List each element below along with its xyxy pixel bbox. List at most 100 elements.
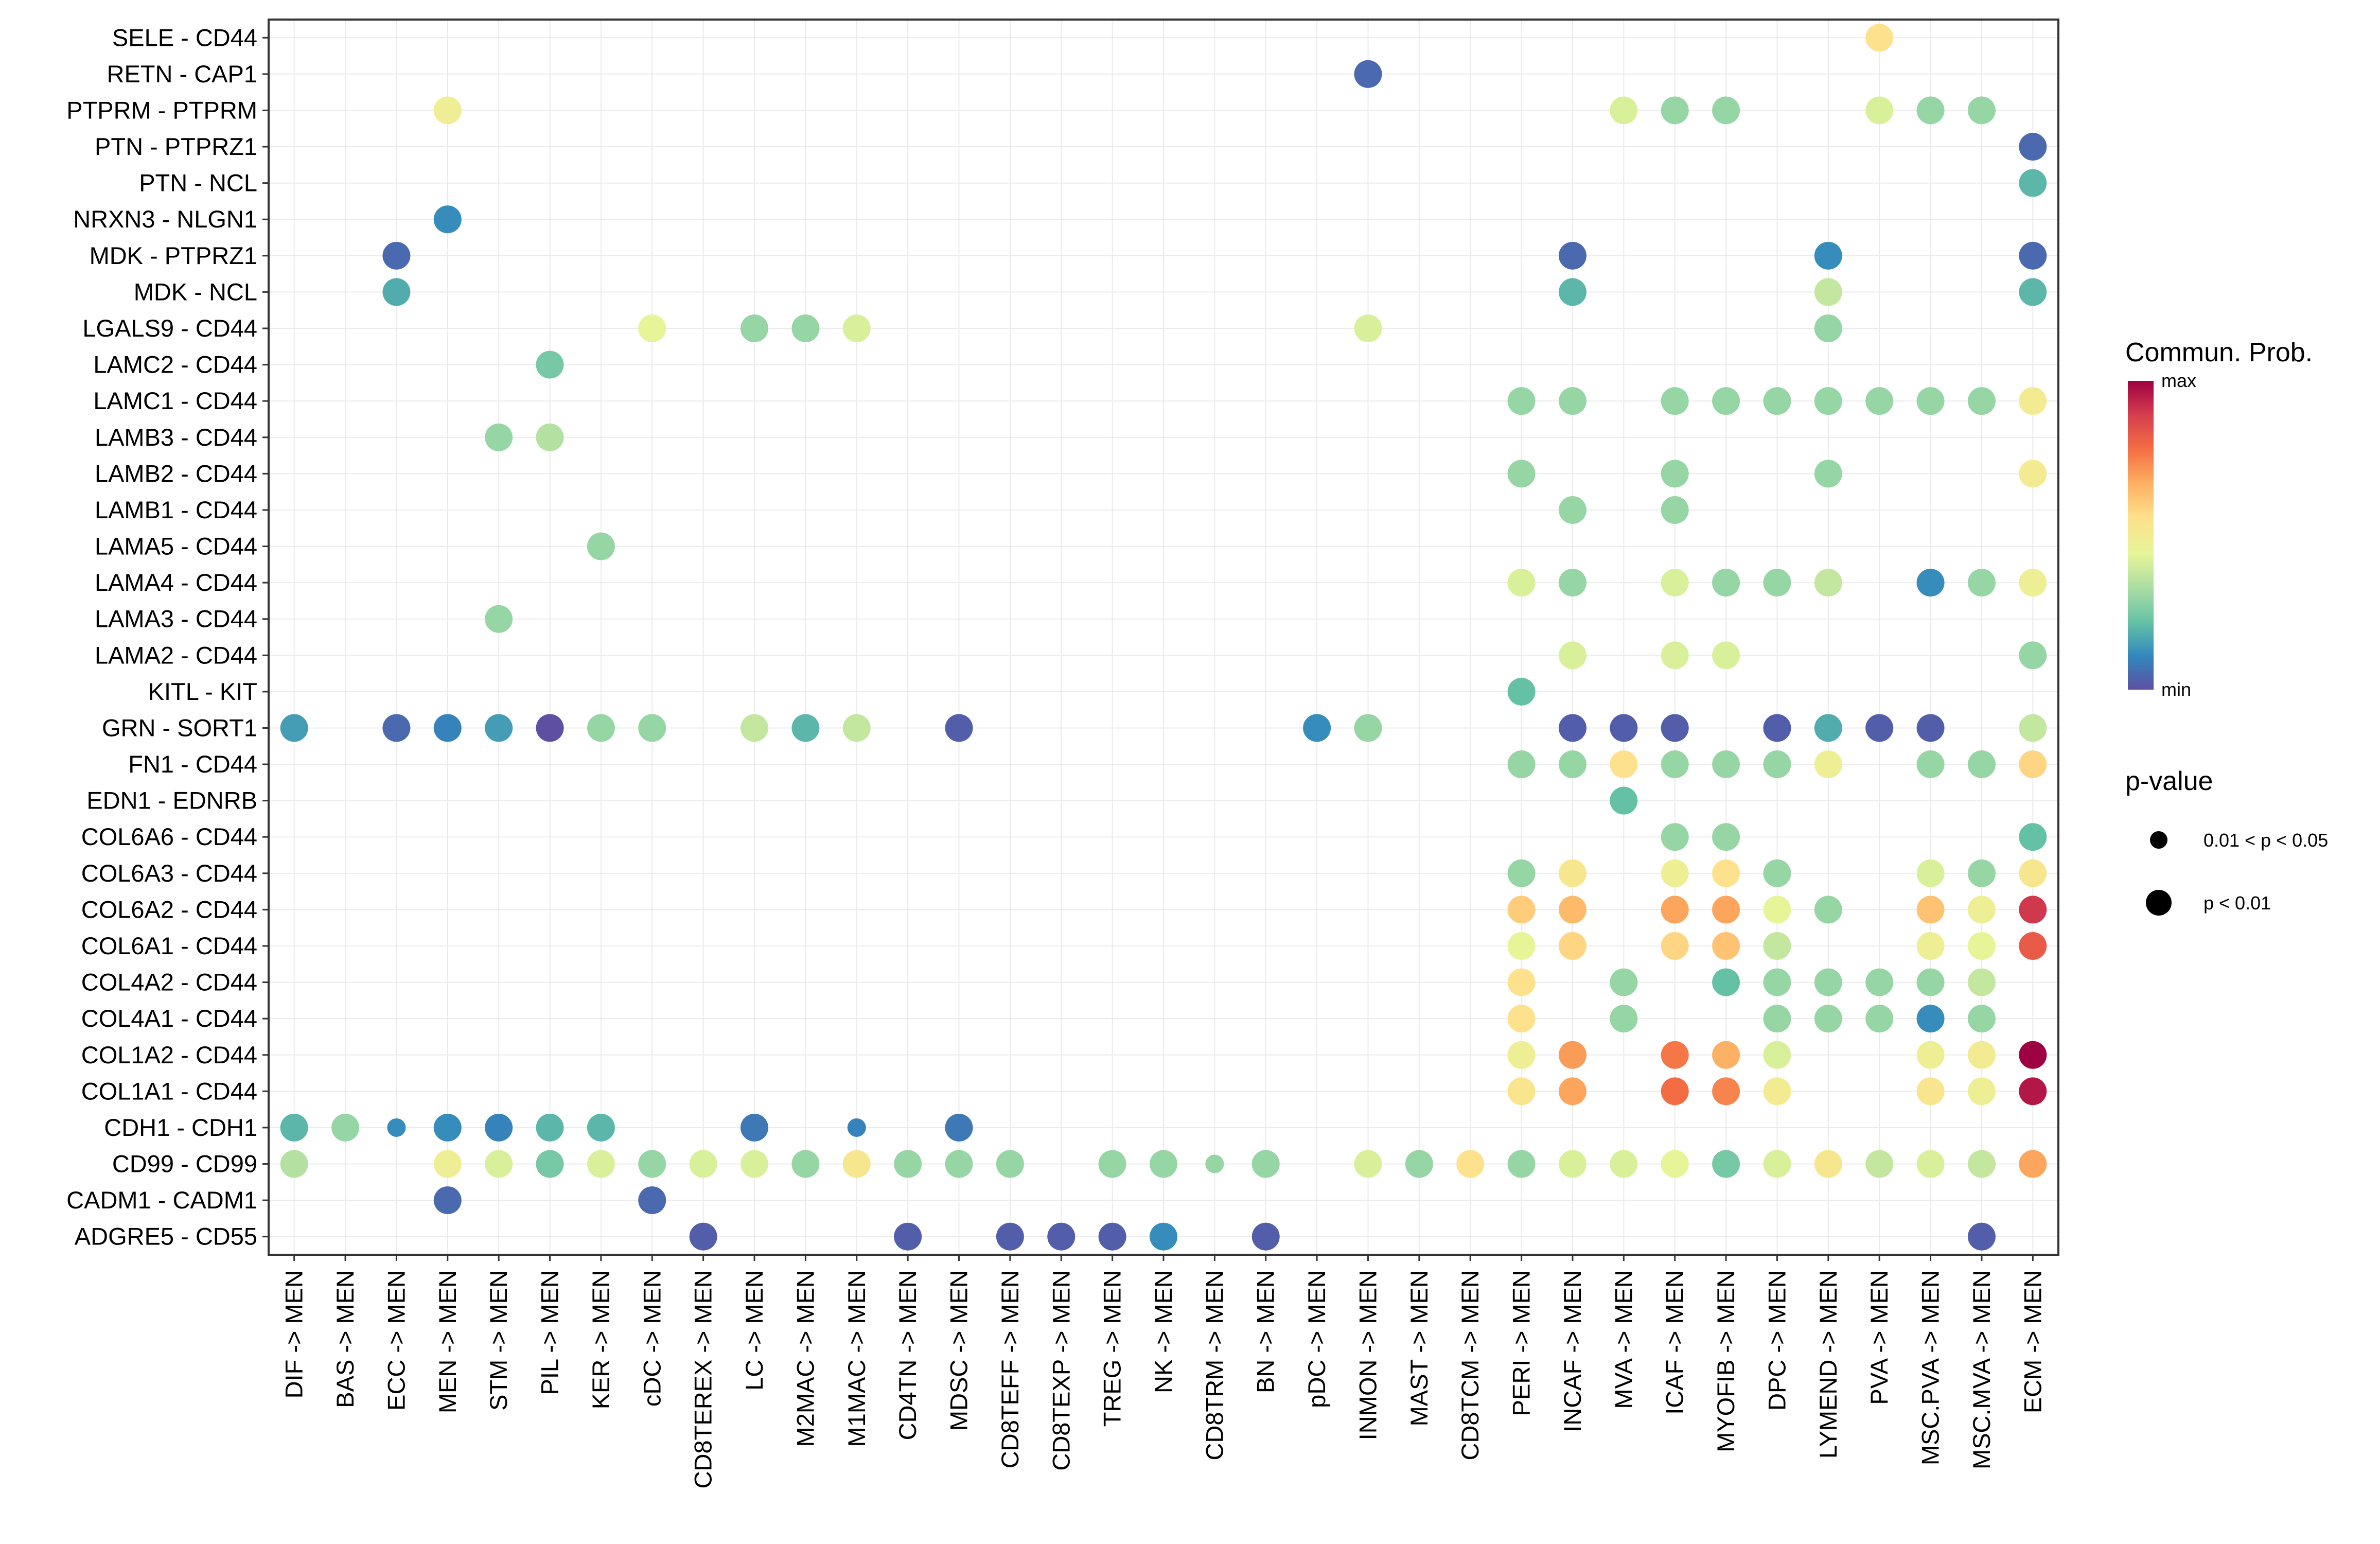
y-tick-label-col1a2-cd44: COL1A2 - CD44 [81, 1041, 257, 1068]
y-tick-label-kitl-kit: KITL - KIT [148, 678, 257, 705]
dot-lamc1-cd44-msc-pva-men [1916, 387, 1945, 415]
dot-fn1-cd44-mva-men [1610, 750, 1638, 779]
dot-col6a2-cd44-msc-mva-men [1967, 896, 1996, 924]
y-tick-label-col4a1-cd44: COL4A1 - CD44 [81, 1005, 257, 1032]
dot-lamc1-cd44-incaf-men [1558, 387, 1586, 415]
dot-cd99-cd99-treg-men [1098, 1150, 1126, 1178]
dot-cdh1-cdh1-ecc-men [387, 1118, 406, 1137]
dot-fn1-cd44-ecm-men [2019, 750, 2047, 779]
x-tick-label-cd8terex-men: CD8TEREX -> MEN [690, 1270, 717, 1488]
dot-lgals9-cd44-m2mac-men [791, 314, 820, 342]
dot-grn-sort1-pva-men [1865, 714, 1894, 742]
data-points [280, 24, 2047, 1251]
dot-ptprm-ptprm-pva-men [1865, 96, 1894, 125]
dot-cd99-cd99-myofib-men [1712, 1150, 1740, 1178]
y-axis: SELE - CD44 RETN - CAP1 PTPRM - PTPRM PTN -… [66, 24, 269, 1250]
y-tick-label-lama5-cd44: LAMA5 - CD44 [95, 533, 257, 560]
y-tick-label-sele-cd44: SELE - CD44 [112, 24, 257, 51]
dot-col4a1-cd44-mva-men [1610, 1005, 1638, 1033]
dot-cd99-cd99-msc-pva-men [1916, 1150, 1945, 1178]
dot-grn-sort1-mva-men [1610, 714, 1638, 742]
x-tick-label-lymend-men: LYMEND -> MEN [1814, 1270, 1842, 1459]
x-tick-label-bas-men: BAS -> MEN [331, 1270, 359, 1408]
y-tick-label-col1a1-cd44: COL1A1 - CD44 [81, 1077, 257, 1104]
dot-cdh1-cdh1-stm-men [485, 1113, 513, 1142]
y-tick-label-col6a2-cd44: COL6A2 - CD44 [81, 896, 257, 923]
dot-col6a1-cd44-myofib-men [1712, 932, 1740, 960]
y-tick-label-mdk-ptprz1: MDK - PTPRZ1 [90, 242, 257, 269]
dot-grn-sort1-ecc-men [382, 714, 411, 742]
dot-mdk-ptprz1-incaf-men [1558, 241, 1586, 270]
dot-col4a2-cd44-mva-men [1610, 968, 1638, 996]
size-legend-large-label: p < 0.01 [2203, 892, 2271, 914]
y-tick-label-lamb3-cd44: LAMB3 - CD44 [95, 424, 257, 451]
color-legend: Commun. Prob. max min [2125, 338, 2313, 700]
dot-cd99-cd99-dif-men [280, 1150, 308, 1178]
dot-cd99-cd99-cdc-men [638, 1150, 666, 1178]
dot-col1a2-cd44-incaf-men [1558, 1041, 1586, 1069]
dot-lama2-cd44-icaf-men [1661, 641, 1689, 670]
dot-col1a1-cd44-msc-mva-men [1967, 1077, 1996, 1106]
dot-adgre5-cd55-cd4tn-men [894, 1222, 922, 1251]
dot-lama2-cd44-ecm-men [2019, 641, 2047, 670]
dot-lama4-cd44-incaf-men [1558, 569, 1586, 597]
dot-lama4-cd44-msc-mva-men [1967, 569, 1996, 597]
dot-col6a3-cd44-msc-mva-men [1967, 859, 1996, 887]
dot-cd99-cd99-men-men [433, 1150, 462, 1178]
x-tick-label-cd8teff-men: CD8TEFF -> MEN [996, 1270, 1024, 1468]
dot-col4a2-cd44-myofib-men [1712, 968, 1740, 996]
dot-lama4-cd44-icaf-men [1661, 569, 1689, 597]
dot-adgre5-cd55-treg-men [1098, 1222, 1126, 1251]
size-legend: p-value 0.01 < p < 0.05 p < 0.01 [2125, 766, 2328, 916]
dot-lamc2-cd44-pil-men [536, 350, 564, 379]
dot-lama4-cd44-msc-pva-men [1916, 569, 1945, 597]
dot-cd99-cd99-msc-mva-men [1967, 1150, 1996, 1178]
dot-lgals9-cd44-m1mac-men [842, 314, 871, 342]
dot-cdh1-cdh1-pil-men [536, 1113, 564, 1142]
dot-cdh1-cdh1-dif-men [280, 1113, 308, 1142]
dot-col6a2-cd44-myofib-men [1712, 896, 1740, 924]
dot-fn1-cd44-peri-men [1507, 750, 1536, 779]
dot-ptn-ncl-ecm-men [2019, 169, 2047, 197]
dot-grn-sort1-pdc-men [1303, 714, 1331, 742]
x-tick-label-mast-men: MAST -> MEN [1405, 1270, 1433, 1426]
dot-fn1-cd44-dpc-men [1763, 750, 1791, 779]
dot-mdk-ptprz1-lymend-men [1814, 241, 1842, 270]
dot-mdk-ncl-incaf-men [1558, 278, 1586, 306]
dot-col4a1-cd44-msc-mva-men [1967, 1005, 1996, 1033]
x-tick-label-dif-men: DIF -> MEN [280, 1270, 308, 1398]
y-tick-label-lama4-cd44: LAMA4 - CD44 [95, 569, 257, 596]
x-tick-label-treg-men: TREG -> MEN [1099, 1270, 1126, 1427]
dot-col6a2-cd44-peri-men [1507, 896, 1536, 924]
dot-sele-cd44-pva-men [1865, 24, 1894, 52]
y-tick-label-col6a3-cd44: COL6A3 - CD44 [81, 859, 257, 887]
dot-col6a3-cd44-msc-pva-men [1916, 859, 1945, 887]
dot-mdk-ncl-ecm-men [2019, 278, 2047, 306]
color-legend-min-label: min [2161, 679, 2191, 700]
dot-col1a2-cd44-myofib-men [1712, 1041, 1740, 1069]
dot-ptprm-ptprm-mva-men [1610, 96, 1638, 125]
dot-lama3-cd44-stm-men [485, 605, 513, 633]
dot-col6a3-cd44-incaf-men [1558, 859, 1586, 887]
dot-adgre5-cd55-msc-mva-men [1967, 1222, 1996, 1251]
dot-col1a2-cd44-icaf-men [1661, 1041, 1689, 1069]
dot-mdk-ptprz1-ecm-men [2019, 241, 2047, 270]
dot-col1a1-cd44-ecm-men [2019, 1077, 2047, 1106]
dot-ptprm-ptprm-icaf-men [1661, 96, 1689, 125]
dot-cd99-cd99-m2mac-men [791, 1150, 820, 1178]
color-legend-max-label: max [2161, 370, 2196, 391]
dot-mdk-ncl-lymend-men [1814, 278, 1842, 306]
dot-cd99-cd99-peri-men [1507, 1150, 1536, 1178]
dot-grn-sort1-lymend-men [1814, 714, 1842, 742]
x-tick-label-mva-men: MVA -> MEN [1610, 1270, 1637, 1409]
y-tick-label-grn-sort1: GRN - SORT1 [102, 714, 257, 741]
dot-col1a2-cd44-peri-men [1507, 1041, 1536, 1069]
dot-col4a2-cd44-dpc-men [1763, 968, 1791, 996]
dot-grn-sort1-ker-men [587, 714, 615, 742]
x-tick-label-ker-men: KER -> MEN [587, 1270, 614, 1409]
dot-col6a6-cd44-ecm-men [2019, 823, 2047, 851]
dot-mdk-ncl-ecc-men [382, 278, 411, 306]
x-tick-label-bn-men: BN -> MEN [1252, 1270, 1279, 1393]
dot-col4a1-cd44-peri-men [1507, 1005, 1536, 1033]
dot-cd99-cd99-icaf-men [1661, 1150, 1689, 1178]
